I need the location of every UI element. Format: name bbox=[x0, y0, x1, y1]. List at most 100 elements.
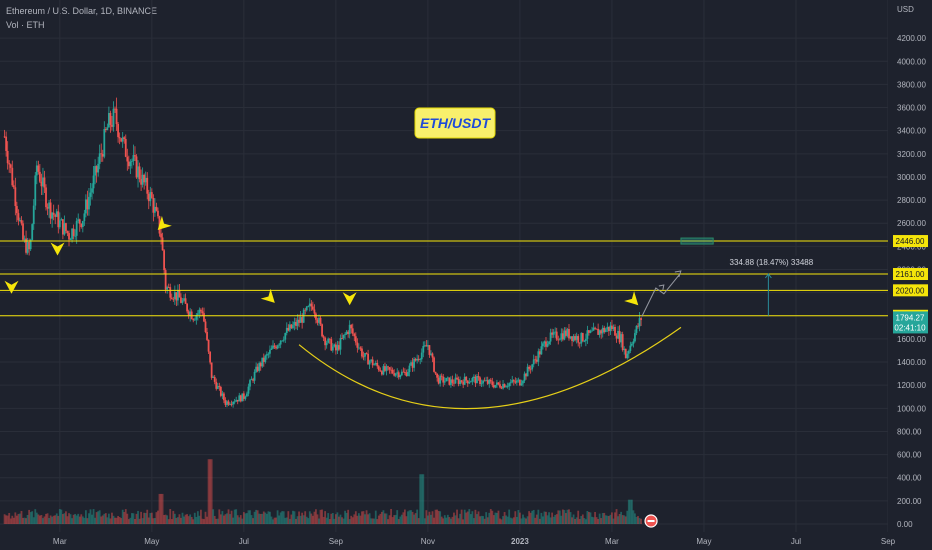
candle-body bbox=[519, 379, 521, 386]
candle-body bbox=[620, 334, 623, 343]
candle-body bbox=[614, 326, 616, 336]
y-tick-label: 1200.00 bbox=[897, 381, 926, 390]
volume-bar bbox=[3, 514, 6, 524]
volume-bar bbox=[115, 517, 118, 524]
candle-body bbox=[25, 238, 27, 253]
volume-bar bbox=[542, 516, 544, 524]
volume-bar bbox=[261, 513, 264, 524]
volume-bar bbox=[146, 509, 149, 524]
measure-label-bg bbox=[726, 255, 819, 268]
candle-body bbox=[318, 317, 320, 323]
volume-bar bbox=[223, 515, 225, 524]
volume-bar bbox=[155, 512, 158, 524]
volume-bar bbox=[405, 516, 408, 524]
volume-bar bbox=[272, 519, 274, 524]
volume-bar bbox=[586, 510, 589, 524]
candle-body bbox=[489, 379, 492, 382]
candle-body bbox=[545, 341, 547, 347]
candle-body bbox=[370, 359, 373, 362]
candle-body bbox=[604, 329, 607, 333]
volume-bar bbox=[11, 515, 14, 524]
candle-body bbox=[60, 219, 63, 221]
volume-bar bbox=[416, 509, 419, 524]
candle-body bbox=[267, 353, 270, 355]
volume-bar bbox=[51, 516, 54, 524]
candle-body bbox=[229, 404, 231, 405]
volume-bar bbox=[483, 518, 486, 524]
arrow-annotation-icon bbox=[4, 280, 19, 294]
volume-bar bbox=[571, 517, 573, 524]
candle-body bbox=[601, 327, 604, 334]
candle-body bbox=[227, 401, 230, 405]
volume-bar bbox=[89, 509, 92, 524]
volume-bar bbox=[138, 518, 141, 524]
volume-bar bbox=[344, 510, 346, 524]
candle-body bbox=[3, 136, 6, 138]
candle-body bbox=[265, 354, 268, 356]
volume-bar bbox=[601, 513, 604, 524]
y-tick-label: 1000.00 bbox=[897, 404, 926, 413]
candle-body bbox=[28, 241, 31, 250]
candle-body bbox=[611, 325, 613, 329]
candle-body bbox=[434, 371, 437, 374]
candle-body bbox=[109, 112, 112, 125]
volume-bar bbox=[256, 510, 259, 524]
candle-body bbox=[233, 401, 236, 403]
volume-bar bbox=[500, 519, 503, 524]
candle-body bbox=[196, 313, 199, 315]
candle-body bbox=[241, 393, 244, 402]
volume-bar bbox=[5, 515, 8, 524]
volume-bar bbox=[186, 514, 189, 524]
volume-bar bbox=[137, 510, 139, 524]
volume-bar bbox=[23, 517, 26, 524]
candle-body bbox=[571, 336, 573, 341]
volume-bar bbox=[184, 514, 187, 524]
candle-body bbox=[548, 341, 550, 345]
volume-bar bbox=[103, 513, 106, 524]
volume-bar bbox=[318, 518, 320, 524]
volume-bar bbox=[425, 510, 428, 524]
candle-body bbox=[160, 233, 162, 238]
volume-bar bbox=[158, 493, 161, 524]
price-axis: USD 0.00 200.00 400.00 600.00 800.00 1000.00 12… bbox=[888, 0, 932, 550]
x-tick-label: May bbox=[144, 537, 159, 546]
grid bbox=[0, 0, 889, 532]
volume-bar bbox=[382, 510, 385, 524]
candle-body bbox=[38, 171, 41, 182]
volume-bar bbox=[77, 513, 80, 524]
candle-body bbox=[118, 137, 121, 139]
volume-bar bbox=[204, 511, 207, 524]
volume-bar bbox=[371, 518, 374, 524]
candle-body bbox=[55, 211, 58, 217]
candle-body bbox=[146, 177, 149, 194]
volume-bar bbox=[410, 510, 412, 524]
volume-bar bbox=[31, 511, 34, 524]
volume-bar bbox=[215, 518, 218, 524]
volume-bar bbox=[621, 515, 624, 524]
candle-body bbox=[272, 345, 274, 349]
volume-bar bbox=[111, 512, 113, 524]
volume-bar bbox=[129, 517, 132, 524]
volume-bar bbox=[491, 510, 494, 524]
projection-arrowhead bbox=[674, 270, 682, 278]
candle-body bbox=[634, 333, 636, 342]
volume-bar bbox=[364, 514, 366, 524]
volume-bar bbox=[121, 509, 124, 524]
arrow-annotation-icon bbox=[342, 292, 357, 306]
candle-body bbox=[514, 381, 517, 383]
bar-countdown: 02:41:10 bbox=[894, 323, 926, 332]
candle-body bbox=[393, 373, 396, 376]
volume-bar bbox=[203, 519, 205, 524]
candle-body bbox=[342, 334, 345, 339]
candle-body bbox=[594, 327, 596, 329]
volume-bar bbox=[520, 518, 523, 524]
volume-bar bbox=[196, 511, 199, 524]
candle-body bbox=[624, 348, 627, 359]
candle-body bbox=[347, 331, 350, 335]
volume-bar bbox=[618, 514, 621, 524]
volume-bar bbox=[403, 509, 406, 524]
candle-body bbox=[561, 333, 564, 340]
candle-body bbox=[100, 153, 103, 155]
volume-bar bbox=[336, 512, 339, 524]
